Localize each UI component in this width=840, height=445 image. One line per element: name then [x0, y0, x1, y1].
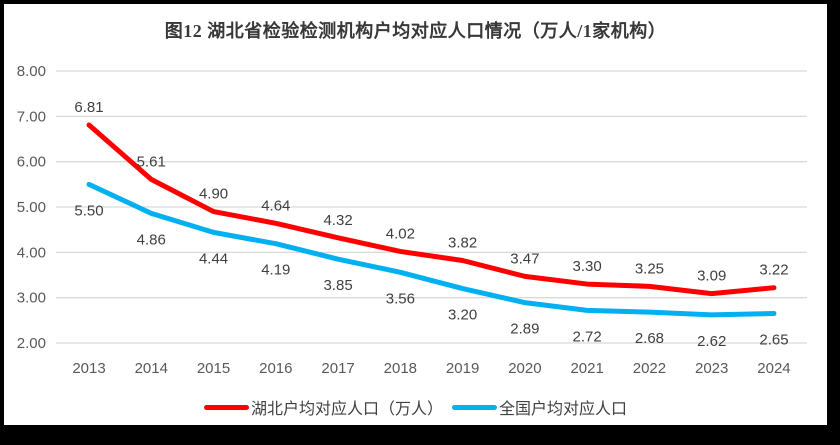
y-tick-label: 3.00	[17, 290, 46, 307]
x-tick-label: 2015	[197, 360, 230, 377]
legend-label: 湖北户均对应人口（万人）	[250, 401, 443, 418]
y-tick-label: 2.00	[17, 335, 46, 352]
national-data-label: 4.86	[137, 231, 166, 248]
hubei-data-label: 5.61	[137, 153, 166, 170]
hubei-legend-line-icon	[203, 404, 249, 410]
national-data-label: 3.20	[448, 307, 477, 324]
national-data-label: 2.89	[510, 321, 539, 338]
national-data-label: 2.62	[697, 333, 726, 350]
national-data-label: 4.44	[199, 250, 228, 267]
hubei-data-label: 4.02	[386, 225, 415, 242]
hubei-data-label: 4.32	[323, 212, 352, 229]
chart-title: 图12 湖北省检验检测机构户均对应人口情况（万人/1家机构）	[164, 21, 667, 41]
hubei-series-line	[86, 122, 777, 297]
hubei-data-label: 4.64	[261, 197, 290, 214]
x-tick-label: 2013	[72, 360, 105, 377]
national-data-label: 4.19	[261, 262, 290, 279]
x-tick-label: 2020	[508, 360, 541, 377]
x-tick-label: 2022	[633, 360, 666, 377]
national-data-label: 2.65	[759, 332, 788, 349]
hubei-data-label: 3.25	[635, 260, 664, 277]
hubei-data-label: 3.30	[573, 258, 602, 275]
national-data-label: 2.72	[573, 328, 602, 345]
x-tick-label: 2023	[695, 360, 728, 377]
x-tick-label: 2016	[259, 360, 292, 377]
hubei-data-label: 4.90	[199, 186, 228, 203]
y-tick-label: 7.00	[17, 108, 46, 125]
national-data-label: 2.68	[635, 330, 664, 347]
national-legend-line-icon	[452, 404, 497, 410]
line-chart-plot-area: 2.00 3.00 4.00 5.00 6.00 7.00 8.00 2013 2014 2015…	[17, 63, 807, 377]
y-tick-label: 4.00	[17, 244, 46, 261]
y-tick-label: 5.00	[17, 199, 46, 216]
x-tick-label: 2021	[570, 360, 603, 377]
hubei-data-label: 3.82	[448, 234, 477, 251]
x-tick-label: 2018	[384, 360, 417, 377]
hubei-data-label: 3.47	[510, 250, 539, 267]
national-data-label: 5.50	[74, 202, 103, 219]
national-data-label: 3.85	[323, 277, 352, 294]
x-tick-label: 2024	[757, 360, 790, 377]
chart-canvas: 图12 湖北省检验检测机构户均对应人口情况（万人/1家机构） 2.00 3.00 4…	[4, 4, 827, 425]
national-data-label: 3.56	[386, 290, 415, 307]
hubei-data-label: 3.22	[759, 262, 788, 279]
y-tick-label: 8.00	[17, 63, 46, 80]
hubei-data-label: 6.81	[74, 99, 103, 116]
x-tick-label: 2014	[135, 360, 168, 377]
x-tick-label: 2017	[321, 360, 354, 377]
legend-item: 湖北户均对应人口（万人）	[203, 395, 443, 419]
legend-label: 全国户均对应人口	[499, 401, 628, 418]
y-tick-label: 6.00	[17, 154, 46, 171]
legend-item: 全国户均对应人口	[452, 395, 627, 419]
x-tick-label: 2019	[446, 360, 479, 377]
hubei-data-label: 3.09	[697, 268, 726, 285]
chart-legend: 湖北户均对应人口（万人） 全国户均对应人口	[4, 396, 827, 418]
national-series-line	[86, 181, 777, 318]
